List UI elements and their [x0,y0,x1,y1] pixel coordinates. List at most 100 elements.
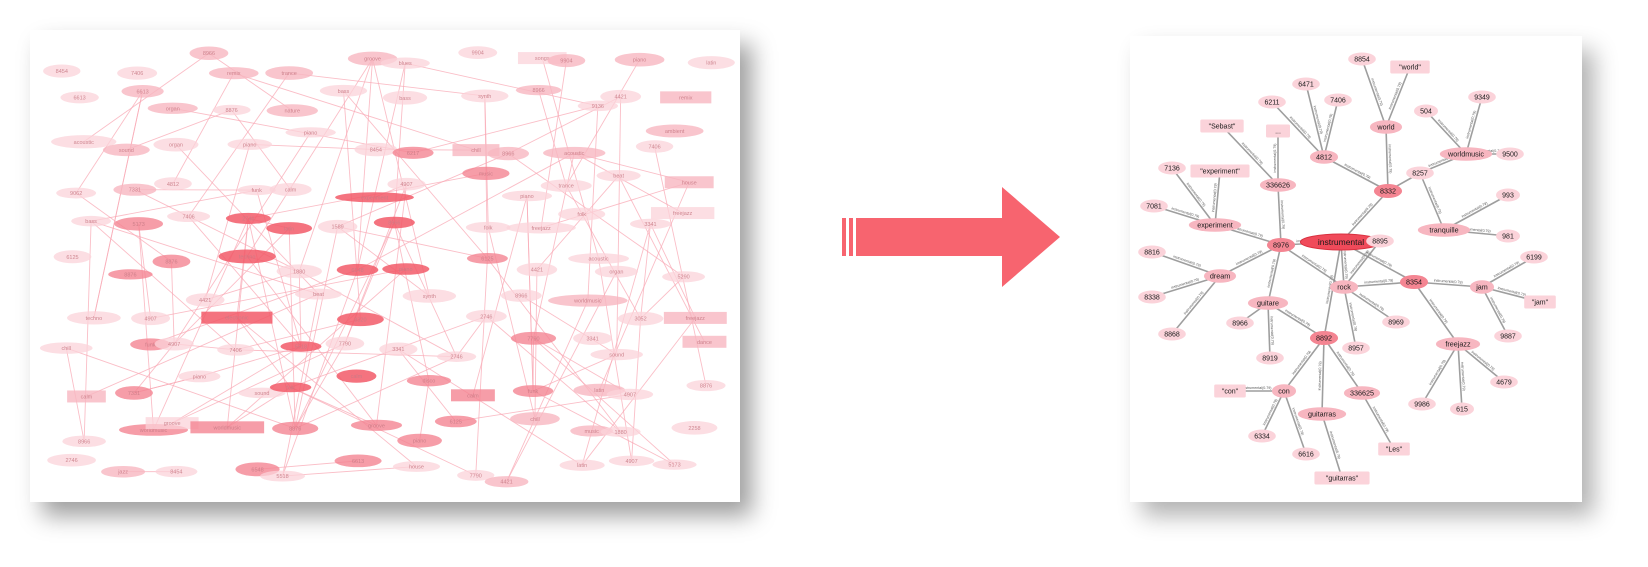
node-shape [1435,337,1481,351]
graph-node-6334[interactable]: 6334 [1248,429,1276,443]
edge-label: instrumental(0.79) [1470,350,1495,372]
graph-node-6616[interactable]: 6616 [1292,447,1320,461]
node-ellipse [265,66,314,80]
graph-node-worldmusic[interactable]: worldmusic [1439,147,1493,161]
graph-node-981[interactable]: 981 [1496,229,1520,243]
graph-edge: instrumental(0.79) [1465,96,1483,155]
node-rect [650,207,715,220]
graph-node-8332[interactable]: 8332 [1373,184,1403,198]
graph-node-8976[interactable]: 8976 [1266,238,1296,252]
node-label: house [409,465,424,471]
graph-node: 8876 [272,421,319,436]
graph-node-336626[interactable]: 336626 [1259,178,1297,192]
graph-node-qworld[interactable]: "world" [1390,60,1430,74]
edge-label: instrumental(0.79) [1211,183,1218,212]
node-label: 4907 [625,459,637,465]
graph-node: 7406 [635,140,674,153]
graph-node-8868[interactable]: 8868 [1158,327,1186,341]
graph-node-4812[interactable]: 4812 [1309,150,1339,164]
edge-label: instrumental(0.79) [1243,386,1272,390]
graph-node: 8876 [212,104,251,116]
graph-node-8354[interactable]: 8354 [1399,275,1429,289]
node-ellipse [600,426,641,437]
graph-node: 1880 [276,264,322,279]
graph-node: acoustic [568,253,629,264]
node-label: 4421 [615,95,627,101]
graph-edge [231,109,291,190]
graph-node-8892[interactable]: 8892 [1309,331,1339,345]
graph-node-9887[interactable]: 9887 [1494,329,1522,343]
node-label: 2746 [242,216,254,222]
graph-node-336625[interactable]: 336625 [1343,386,1381,400]
graph-node: trance [265,66,314,80]
graph-node-8895[interactable]: 8895 [1366,234,1394,248]
graph-node-504[interactable]: 504 [1414,104,1438,118]
edge-label: instrumental(0.79) [1186,182,1207,208]
node-shape [1382,315,1410,329]
graph-node-8919[interactable]: 8919 [1256,351,1284,365]
graph-node-6471[interactable]: 6471 [1292,77,1320,91]
graph-node-tranquille[interactable]: tranquille [1417,223,1471,237]
graph-node-world[interactable]: world [1369,120,1403,134]
graph-node-dots[interactable]: ... [1266,124,1290,138]
graph-node-8816[interactable]: 8816 [1138,245,1166,259]
graph-node-8957[interactable]: 8957 [1342,341,1370,355]
graph-edge [236,218,249,318]
graph-node-9500[interactable]: 9500 [1496,147,1524,161]
graph-node-6211[interactable]: 6211 [1258,95,1286,109]
node-label: organ [169,143,183,149]
graph-node-jam[interactable]: jam [1469,280,1495,294]
node-rect [450,389,495,402]
graph-node-8966[interactable]: 8966 [1226,316,1254,330]
graph-node-qexperiment[interactable]: "experiment" [1190,164,1250,178]
graph-node-qsebast[interactable]: "Sebast" [1200,119,1244,133]
graph-edge [236,317,291,388]
graph-node-con[interactable]: con [1271,384,1297,398]
graph-node: calm [67,390,106,403]
graph-edge [357,58,374,270]
graph-node-qles[interactable]: "Les" [1378,442,1410,456]
graph-edge [616,96,622,355]
graph-node-dream[interactable]: dream [1203,269,1237,283]
graph-node-guitare[interactable]: guitare [1247,296,1289,310]
graph-node-8969[interactable]: 8969 [1382,315,1410,329]
node-label: 8966 [515,294,527,300]
node-shape [1524,295,1556,309]
graph-node: calm [450,389,495,402]
graph-node-9349[interactable]: 9349 [1468,90,1496,104]
edge-line [1171,167,1216,226]
graph-node-9986[interactable]: 9986 [1408,397,1436,411]
graph-node-7081[interactable]: 7081 [1140,199,1168,213]
graph-node-6199[interactable]: 6199 [1520,250,1548,264]
node-label: 6471 [1298,81,1314,88]
node-label: tranquille [1429,226,1458,235]
graph-edge [650,223,696,319]
node-ellipse [276,264,322,279]
graph-node-rock[interactable]: rock [1329,280,1359,294]
graph-node-experiment[interactable]: experiment [1188,218,1242,232]
edge-label: instrumental(0.79) [1365,251,1392,268]
graph-node-freejazz[interactable]: freejazz [1435,337,1481,351]
graph-node: 7790 [457,469,495,481]
graph-node-qguitarras[interactable]: "guitarras" [1314,471,1370,485]
node-label: funk [145,342,156,348]
node-ellipse [336,263,379,276]
graph-node-8257[interactable]: 8257 [1406,166,1434,180]
graph-node-993[interactable]: 993 [1496,188,1520,202]
graph-node-4679[interactable]: 4679 [1490,375,1518,389]
node-shape [1292,447,1320,461]
graph-node-8338[interactable]: 8338 [1138,290,1166,304]
edge-label: instrumental(0.79) [1269,316,1274,345]
graph-node-7406[interactable]: 7406 [1324,93,1352,107]
graph-node: music [462,166,510,181]
graph-node-7136[interactable]: 7136 [1158,161,1186,175]
graph-node-qcon[interactable]: "con" [1214,384,1246,398]
node-label: techno [86,316,103,322]
graph-edge [204,144,251,301]
graph-node-guitarras[interactable]: guitarras [1297,407,1347,421]
node-label: ... [1275,128,1281,135]
graph-node-qjam[interactable]: "jam" [1524,295,1556,309]
graph-node-8854[interactable]: 8854 [1348,52,1376,66]
graph-node-615[interactable]: 615 [1450,402,1474,416]
edge-label: instrumental(0.79) [1291,350,1312,376]
